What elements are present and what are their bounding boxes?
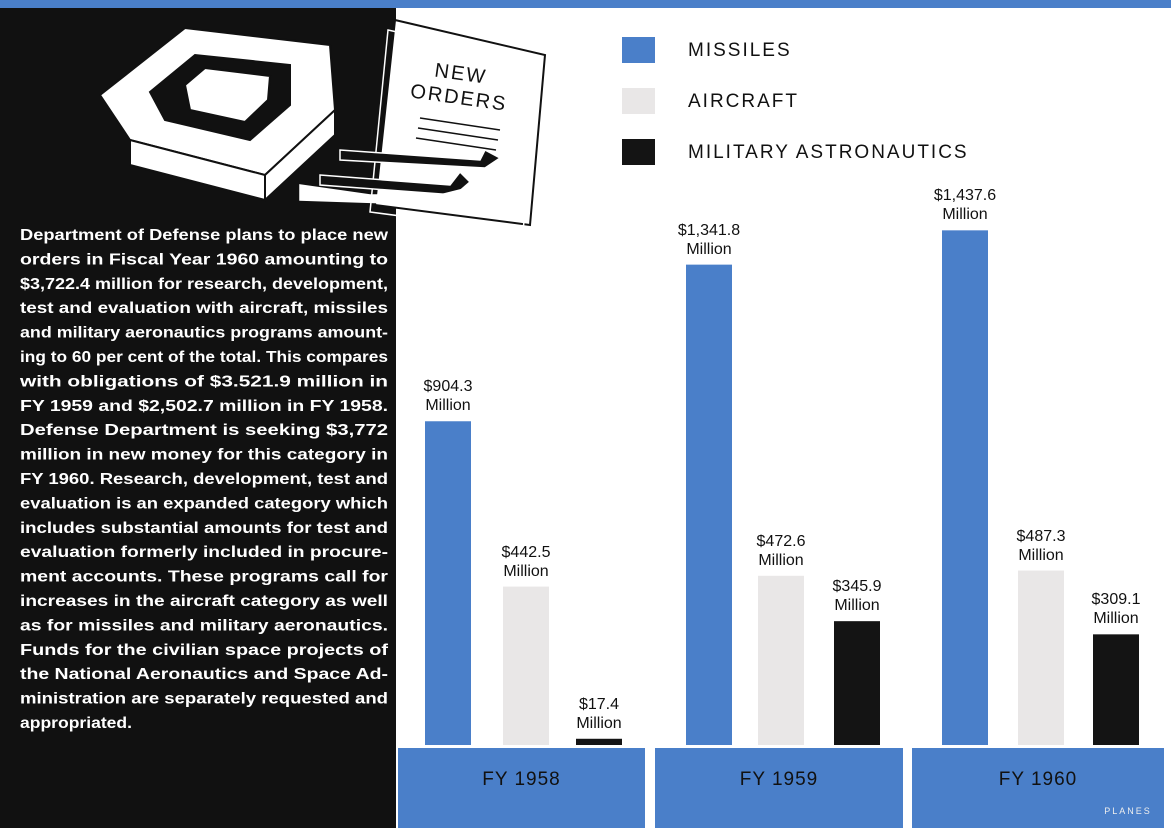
article-line: the National Aeronautics and Space Ad- bbox=[20, 666, 388, 683]
article-line: as for missiles and military aeronautics… bbox=[20, 617, 388, 634]
legend-swatch bbox=[622, 139, 655, 165]
bar bbox=[425, 421, 471, 745]
legend-swatch bbox=[622, 37, 655, 63]
article-line: evaluation is an expanded category which bbox=[20, 495, 388, 512]
article-line: Funds for the civilian space projects of bbox=[20, 642, 389, 659]
article-line: includes substantial amounts for test an… bbox=[20, 520, 388, 537]
article-line: and military aeronautics programs amount… bbox=[20, 325, 388, 342]
value-label: $904.3 Million bbox=[406, 377, 490, 415]
bar bbox=[1018, 571, 1064, 745]
legend-label: MISSILES bbox=[688, 40, 792, 61]
bar bbox=[942, 230, 988, 745]
bar bbox=[1093, 634, 1139, 745]
legend-label: MILITARY ASTRONAUTICS bbox=[688, 142, 969, 163]
x-tick-label: FY 1959 bbox=[740, 769, 818, 790]
x-tick-label: FY 1960 bbox=[999, 769, 1077, 790]
x-tick-label: FY 1958 bbox=[482, 769, 560, 790]
value-label: $442.5 Million bbox=[484, 543, 568, 581]
legend-label: AIRCRAFT bbox=[688, 91, 799, 112]
legend-swatch bbox=[622, 88, 655, 114]
value-label: $1,437.6 Million bbox=[923, 186, 1007, 224]
article-line: Department of Defense plans to place new bbox=[20, 227, 389, 244]
bar bbox=[686, 265, 732, 745]
article-line: increases in the aircraft category as we… bbox=[20, 593, 388, 610]
value-label: $472.6 Million bbox=[739, 532, 823, 570]
article-line: appropriated. bbox=[20, 715, 132, 732]
article-line: test and evaluation with aircraft, missi… bbox=[20, 300, 388, 317]
article-line: ing to 60 per cent of the total. This co… bbox=[20, 349, 388, 366]
bar bbox=[834, 621, 880, 745]
value-label: $487.3 Million bbox=[999, 527, 1083, 565]
article-line: orders in Fiscal Year 1960 amounting to bbox=[20, 251, 388, 268]
article-line: $3,722.4 million for research, developme… bbox=[20, 276, 388, 293]
value-label: $345.9 Million bbox=[815, 577, 899, 615]
article-line: evaluation formerly included in procure- bbox=[20, 544, 388, 561]
article-line: Defense Department is seeking $3,772 bbox=[20, 422, 388, 439]
value-label: $17.4 Million bbox=[557, 695, 641, 733]
page: NEW ORDERS Department of Defense plans t… bbox=[0, 0, 1171, 828]
article-line: FY 1959 and $2,502.7 million in FY 1958. bbox=[20, 398, 388, 415]
article-line: ministration are separately requested an… bbox=[20, 691, 388, 708]
footer: PLANES bbox=[1104, 806, 1152, 816]
bar bbox=[503, 587, 549, 745]
article-line: FY 1960. Research, development, test and bbox=[20, 471, 388, 488]
article: Department of Defense plans to place new… bbox=[19, 227, 389, 732]
article-line: ment accounts. These programs call for bbox=[20, 569, 388, 586]
value-label: $1,341.8 Million bbox=[667, 221, 751, 259]
value-label: $309.1 Million bbox=[1074, 590, 1158, 628]
bar bbox=[576, 739, 622, 745]
top-strip bbox=[0, 0, 1171, 8]
article-line: with obligations of $3.521.9 million in bbox=[19, 373, 388, 390]
article-line: million in new money for this category i… bbox=[20, 447, 388, 464]
bar bbox=[758, 576, 804, 745]
